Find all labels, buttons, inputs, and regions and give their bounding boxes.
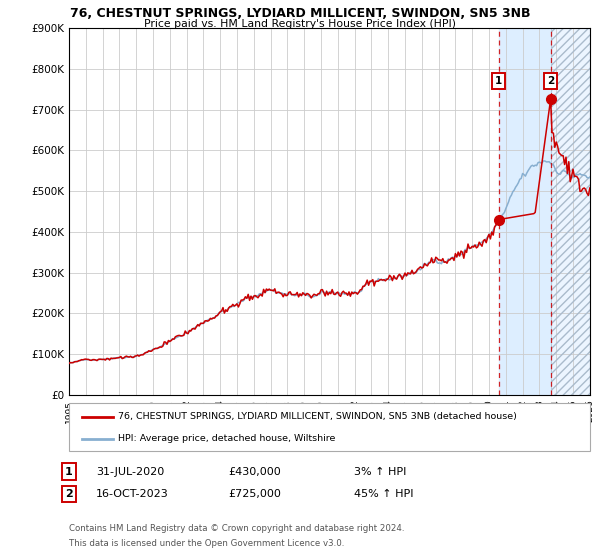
Text: This data is licensed under the Open Government Licence v3.0.: This data is licensed under the Open Gov…: [69, 539, 344, 548]
Text: 31-JUL-2020: 31-JUL-2020: [96, 466, 164, 477]
Text: 3% ↑ HPI: 3% ↑ HPI: [354, 466, 406, 477]
Bar: [551, 28, 590, 395]
FancyBboxPatch shape: [69, 403, 590, 451]
Text: 1: 1: [65, 466, 73, 477]
Bar: [551, 28, 590, 395]
Text: 1: 1: [495, 76, 502, 86]
Bar: [499, 28, 551, 395]
Text: £725,000: £725,000: [228, 489, 281, 499]
Text: 2: 2: [65, 489, 73, 499]
Text: 76, CHESTNUT SPRINGS, LYDIARD MILLICENT, SWINDON, SN5 3NB (detached house): 76, CHESTNUT SPRINGS, LYDIARD MILLICENT,…: [118, 412, 517, 421]
Text: Contains HM Land Registry data © Crown copyright and database right 2024.: Contains HM Land Registry data © Crown c…: [69, 524, 404, 533]
Text: Price paid vs. HM Land Registry's House Price Index (HPI): Price paid vs. HM Land Registry's House …: [144, 19, 456, 29]
Text: HPI: Average price, detached house, Wiltshire: HPI: Average price, detached house, Wilt…: [118, 435, 336, 444]
Text: 45% ↑ HPI: 45% ↑ HPI: [354, 489, 413, 499]
Text: 2: 2: [547, 76, 554, 86]
Text: 76, CHESTNUT SPRINGS, LYDIARD MILLICENT, SWINDON, SN5 3NB: 76, CHESTNUT SPRINGS, LYDIARD MILLICENT,…: [70, 7, 530, 20]
Text: £430,000: £430,000: [228, 466, 281, 477]
Text: 16-OCT-2023: 16-OCT-2023: [96, 489, 169, 499]
